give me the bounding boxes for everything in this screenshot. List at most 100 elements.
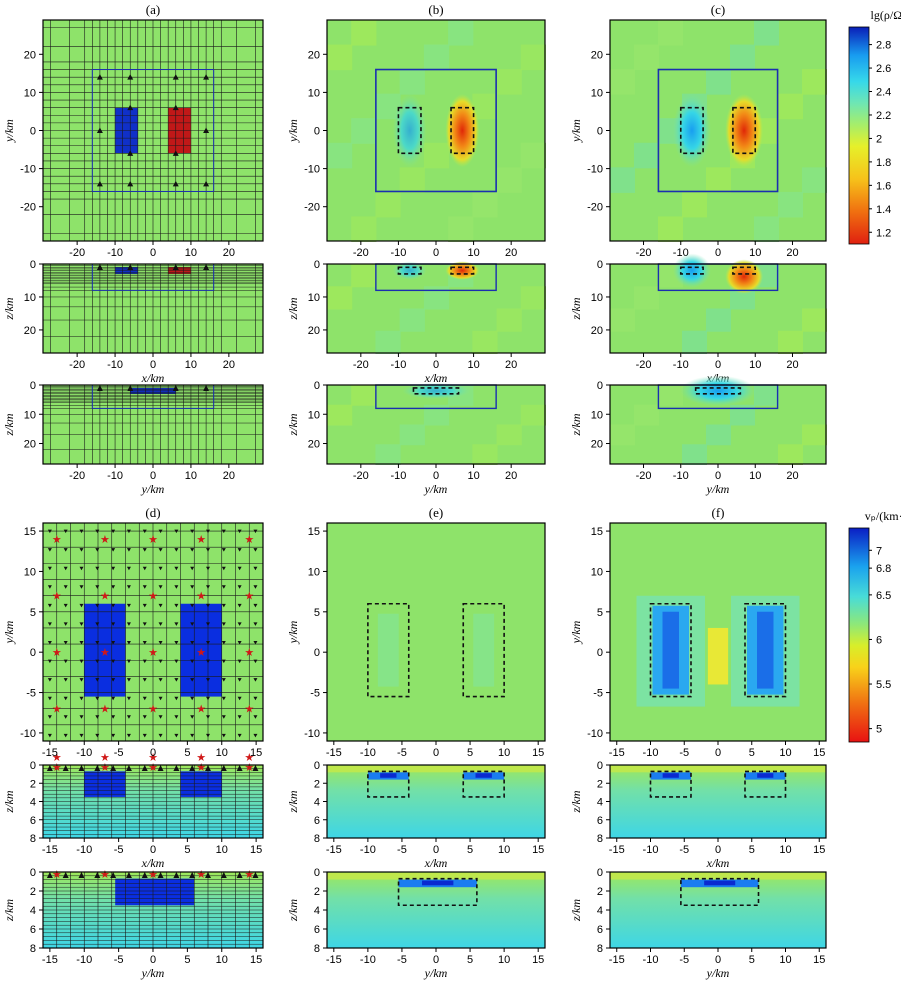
y-tick-label: 10 — [591, 409, 603, 421]
receiver-marker — [47, 566, 52, 571]
receiver-marker — [206, 640, 210, 645]
receiver-marker — [110, 765, 117, 771]
model-cell — [706, 167, 731, 193]
receiver-marker — [206, 585, 210, 589]
station-marker — [203, 74, 210, 80]
x-tick-label: 0 — [150, 470, 156, 482]
colorbar-scale — [848, 26, 870, 245]
recovered-block-2 — [473, 613, 495, 687]
model-cell — [520, 142, 546, 169]
receiver-marker — [95, 566, 100, 571]
outline-block-2 — [462, 770, 505, 798]
y-tick-label: 20 — [24, 325, 36, 337]
x-tick-label: -15 — [42, 844, 58, 856]
y-tick-label: 0 — [314, 760, 320, 772]
x-tick-label: 20 — [786, 359, 798, 371]
receiver-marker — [79, 622, 84, 626]
receiver-marker — [206, 548, 210, 552]
receiver-marker — [190, 585, 195, 589]
receiver-marker — [142, 566, 147, 571]
near-surface-layer — [327, 872, 545, 880]
y-tick-label: -20 — [304, 202, 320, 214]
receiver-marker — [111, 622, 116, 626]
y-axis-label: z/km — [286, 413, 300, 436]
x-tick-label: -5 — [397, 844, 407, 856]
receiver-marker — [190, 603, 195, 608]
x-tick-label: 20 — [223, 247, 235, 259]
x-tick-label: -5 — [114, 747, 124, 759]
survey-area — [375, 68, 497, 193]
colorbar-label: lg(ρ/Ωm) — [871, 8, 901, 22]
model-cell — [423, 142, 450, 169]
model-block — [115, 878, 195, 906]
model-cell — [375, 444, 401, 465]
receiver-marker — [94, 765, 101, 771]
x-tick-label: 0 — [150, 747, 156, 759]
y-tick-label: -10 — [587, 728, 603, 740]
x-tick-label: 0 — [433, 470, 439, 482]
model-cell — [399, 308, 425, 332]
panel-resistivity-plan-col1: -20 -10 0 10 20 20 10 0 -10 -20 y/km — [2, 19, 264, 259]
receiver-marker — [173, 872, 180, 878]
model-cell — [327, 286, 353, 310]
receiver-marker — [94, 872, 101, 878]
x-tick-label: 10 — [185, 470, 197, 482]
y-tick-label: 2 — [30, 778, 36, 790]
receiver-marker — [79, 678, 84, 682]
receiver-marker — [174, 733, 179, 738]
receiver-marker — [142, 622, 147, 626]
receiver-marker — [174, 640, 179, 645]
x-tick-label: 15 — [813, 954, 825, 966]
x-tick-label: -15 — [609, 844, 625, 856]
x-tick-label: 0 — [433, 844, 439, 856]
receiver-marker — [253, 585, 258, 589]
panel-resistivity-yz-col3: -20 -10 0 10 20 0 10 20 z/km y/km — [569, 375, 827, 496]
receiver-marker — [190, 566, 195, 571]
receiver-marker — [111, 659, 116, 664]
shot-marker: ★ — [52, 752, 62, 764]
receiver-marker — [237, 548, 242, 552]
receiver-marker — [95, 678, 100, 682]
receiver-marker — [221, 603, 226, 608]
shot-marker: ★ — [100, 534, 110, 546]
receiver-marker — [47, 640, 52, 645]
shot-marker: ★ — [100, 647, 110, 659]
x-tick-label: 5 — [184, 954, 190, 966]
receiver-marker — [221, 548, 226, 552]
receiver-marker — [95, 548, 100, 552]
receiver-marker — [47, 529, 52, 534]
x-tick-label: 10 — [216, 747, 228, 759]
receiver-marker — [63, 622, 68, 626]
model-block-1 — [84, 603, 126, 697]
x-tick-label: 0 — [715, 470, 721, 482]
shot-marker: ★ — [244, 762, 254, 774]
model-cell — [754, 20, 779, 46]
survey-area — [91, 69, 215, 192]
recovered-body — [680, 375, 756, 407]
model-cell — [610, 167, 635, 193]
y-tick-label: 10 — [591, 292, 603, 304]
receiver-marker — [47, 548, 52, 552]
station-marker — [96, 385, 103, 391]
recovered-core — [704, 880, 736, 886]
receiver-marker — [252, 765, 259, 771]
model-cell — [448, 216, 474, 242]
receiver-marker — [253, 548, 258, 552]
shot-marker: ★ — [244, 591, 254, 603]
model-cell — [730, 404, 755, 426]
x-tick-label: -15 — [42, 954, 58, 966]
y-tick-label: 0 — [314, 647, 320, 659]
receiver-marker — [62, 872, 69, 878]
recovered-resistor — [445, 261, 480, 280]
x-tick-label: -10 — [76, 954, 92, 966]
receiver-marker — [158, 659, 163, 664]
receiver-marker — [95, 659, 100, 664]
receiver-marker — [174, 659, 179, 664]
receiver-marker — [190, 659, 195, 664]
receiver-marker — [126, 696, 131, 701]
receiver-marker — [158, 585, 163, 589]
x-axis-label: x/km — [424, 856, 448, 870]
receiver-marker — [221, 678, 226, 682]
model-cell — [778, 330, 803, 354]
receiver-marker — [253, 622, 258, 626]
